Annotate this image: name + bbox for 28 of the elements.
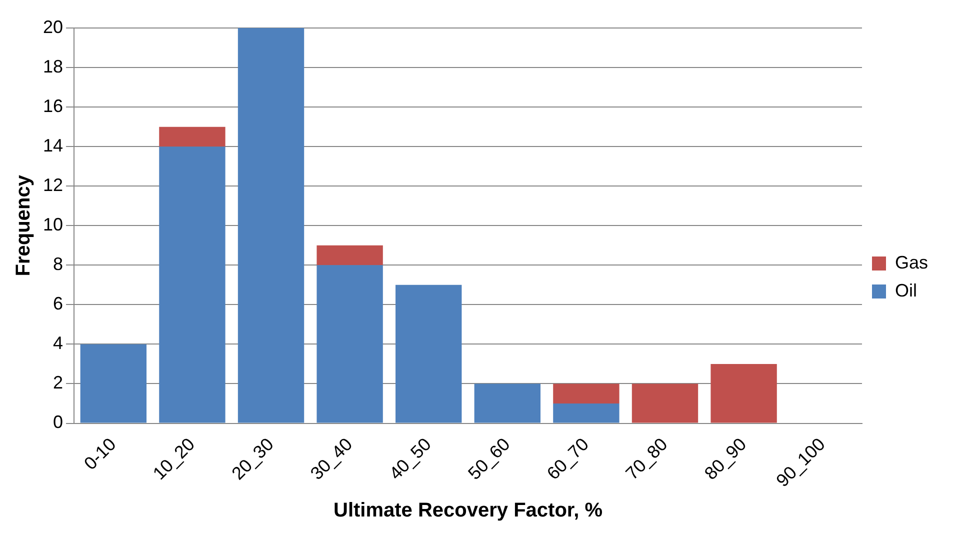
bar: [474, 384, 540, 423]
y-tick-label: 4: [53, 333, 64, 354]
bar: [80, 344, 147, 423]
y-tick-label: 8: [53, 254, 64, 274]
x-tick-label: 0-10: [80, 434, 120, 474]
y-tick-label: 16: [42, 96, 64, 116]
y-tick-label: 20: [42, 16, 64, 37]
bar: [553, 384, 620, 404]
bar: [632, 384, 698, 423]
y-tick-label: 10: [42, 214, 64, 235]
legend-label: Gas: [894, 252, 928, 272]
x-axis-title: Ultimate Recovery Factor, %: [334, 500, 603, 522]
bar: [316, 265, 383, 423]
y-tick-label: 18: [42, 56, 64, 76]
y-tick-label: 12: [42, 175, 64, 196]
y-tick-label: 14: [42, 136, 64, 156]
bar: [238, 28, 304, 423]
y-tick-label: 0: [53, 412, 64, 432]
legend-label: Oil: [894, 280, 917, 300]
y-axis-title: Frequency: [12, 174, 35, 276]
bar: [316, 245, 383, 266]
bar: [159, 146, 226, 423]
bar: [710, 364, 777, 423]
y-tick-label: 2: [53, 372, 64, 393]
y-tick-label: 6: [53, 294, 64, 314]
bar: [159, 126, 226, 147]
bar: [396, 284, 462, 423]
bar: [553, 403, 620, 423]
